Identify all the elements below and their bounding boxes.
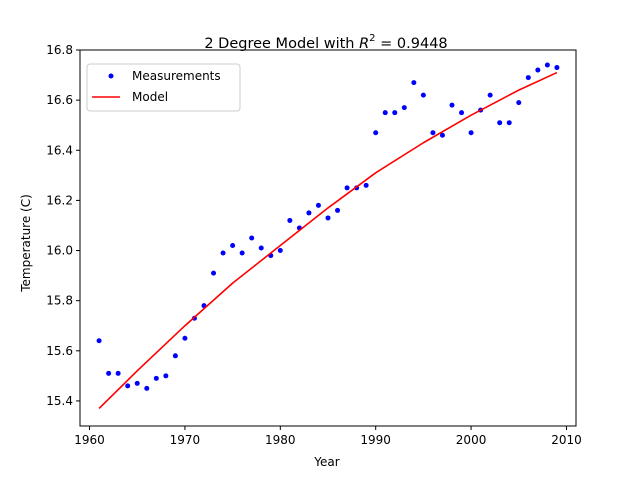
legend: Measurements Model bbox=[86, 63, 241, 112]
data-point-measurements bbox=[344, 185, 350, 191]
data-point-measurements bbox=[239, 250, 245, 256]
axis-layer: 1960 1970 1980 1990 2000 2010 15.4 15.6 15.8 16.0… bbox=[46, 43, 581, 447]
chart-title-symbol: R bbox=[359, 36, 369, 52]
data-point-measurements bbox=[115, 370, 121, 376]
legend-box bbox=[86, 63, 241, 112]
data-point-measurements bbox=[134, 380, 140, 386]
x-axis-label: Year bbox=[313, 455, 339, 469]
data-point-measurements bbox=[535, 67, 541, 73]
data-point-measurements bbox=[506, 120, 512, 126]
data-point-measurements bbox=[544, 62, 550, 68]
data-point-measurements bbox=[144, 385, 150, 391]
y-tick-label: 16.4 bbox=[46, 143, 73, 157]
data-point-measurements bbox=[315, 202, 321, 208]
data-point-measurements bbox=[449, 102, 455, 108]
y-axis-label: Temperature (C) bbox=[19, 194, 33, 293]
data-point-measurements bbox=[172, 353, 178, 359]
data-point-measurements bbox=[153, 375, 159, 381]
chart-title-superscript: 2 bbox=[369, 33, 375, 44]
data-point-measurements bbox=[411, 80, 417, 86]
x-tick-label: 1990 bbox=[360, 433, 391, 447]
y-tick-label: 16.6 bbox=[46, 93, 73, 107]
data-point-measurements bbox=[525, 75, 531, 81]
y-tick-label: 15.6 bbox=[46, 344, 73, 358]
data-point-measurements bbox=[220, 250, 226, 256]
legend-measurements-label: Measurements bbox=[132, 69, 221, 83]
data-point-measurements bbox=[306, 210, 312, 216]
data-point-measurements bbox=[497, 120, 503, 126]
data-point-measurements bbox=[106, 370, 112, 376]
x-tick-label: 2010 bbox=[551, 433, 582, 447]
x-tick-label: 2000 bbox=[456, 433, 487, 447]
data-point-measurements bbox=[516, 100, 522, 106]
y-tick-label: 15.4 bbox=[46, 394, 73, 408]
data-point-measurements bbox=[211, 270, 217, 276]
plot-data-layer bbox=[96, 62, 560, 410]
plot-frame bbox=[79, 49, 577, 427]
data-point-measurements bbox=[335, 207, 341, 213]
data-point-measurements bbox=[392, 110, 398, 116]
chart-title: 2 Degree Model with R2 = 0.9448 bbox=[204, 33, 447, 52]
data-point-measurements bbox=[459, 110, 465, 116]
data-point-measurements bbox=[125, 383, 131, 389]
data-point-measurements bbox=[249, 235, 255, 241]
data-point-measurements bbox=[287, 217, 293, 223]
data-point-measurements bbox=[420, 92, 426, 98]
data-point-measurements bbox=[554, 65, 560, 71]
data-point-measurements bbox=[363, 182, 369, 188]
data-point-measurements bbox=[439, 132, 445, 138]
x-tick-label: 1980 bbox=[265, 433, 296, 447]
data-point-measurements bbox=[230, 243, 236, 249]
data-point-measurements bbox=[182, 335, 188, 341]
data-point-measurements bbox=[382, 110, 388, 116]
data-point-measurements bbox=[258, 245, 264, 251]
x-tick-label: 1960 bbox=[74, 433, 105, 447]
y-tick-label: 16.8 bbox=[46, 43, 73, 57]
data-point-measurements bbox=[325, 215, 331, 221]
data-point-measurements bbox=[373, 130, 379, 136]
data-point-measurements bbox=[96, 338, 102, 344]
x-tick-label: 1970 bbox=[170, 433, 201, 447]
y-tick-label: 15.8 bbox=[46, 294, 73, 308]
data-point-measurements bbox=[163, 373, 169, 379]
chart-title-suffix: = 0.9448 bbox=[376, 36, 448, 52]
y-tick-label: 16.0 bbox=[46, 244, 73, 258]
data-point-measurements bbox=[401, 105, 407, 111]
data-point-measurements bbox=[487, 92, 493, 98]
series-line-model bbox=[98, 71, 558, 410]
y-tick-label: 16.2 bbox=[46, 193, 73, 207]
chart-title-prefix: 2 Degree Model with bbox=[204, 36, 359, 52]
data-point-measurements bbox=[468, 130, 474, 136]
data-point-measurements bbox=[430, 130, 436, 136]
legend-model-label: Model bbox=[132, 90, 168, 104]
data-point-measurements bbox=[277, 248, 283, 254]
legend-measurements-marker bbox=[108, 73, 114, 79]
